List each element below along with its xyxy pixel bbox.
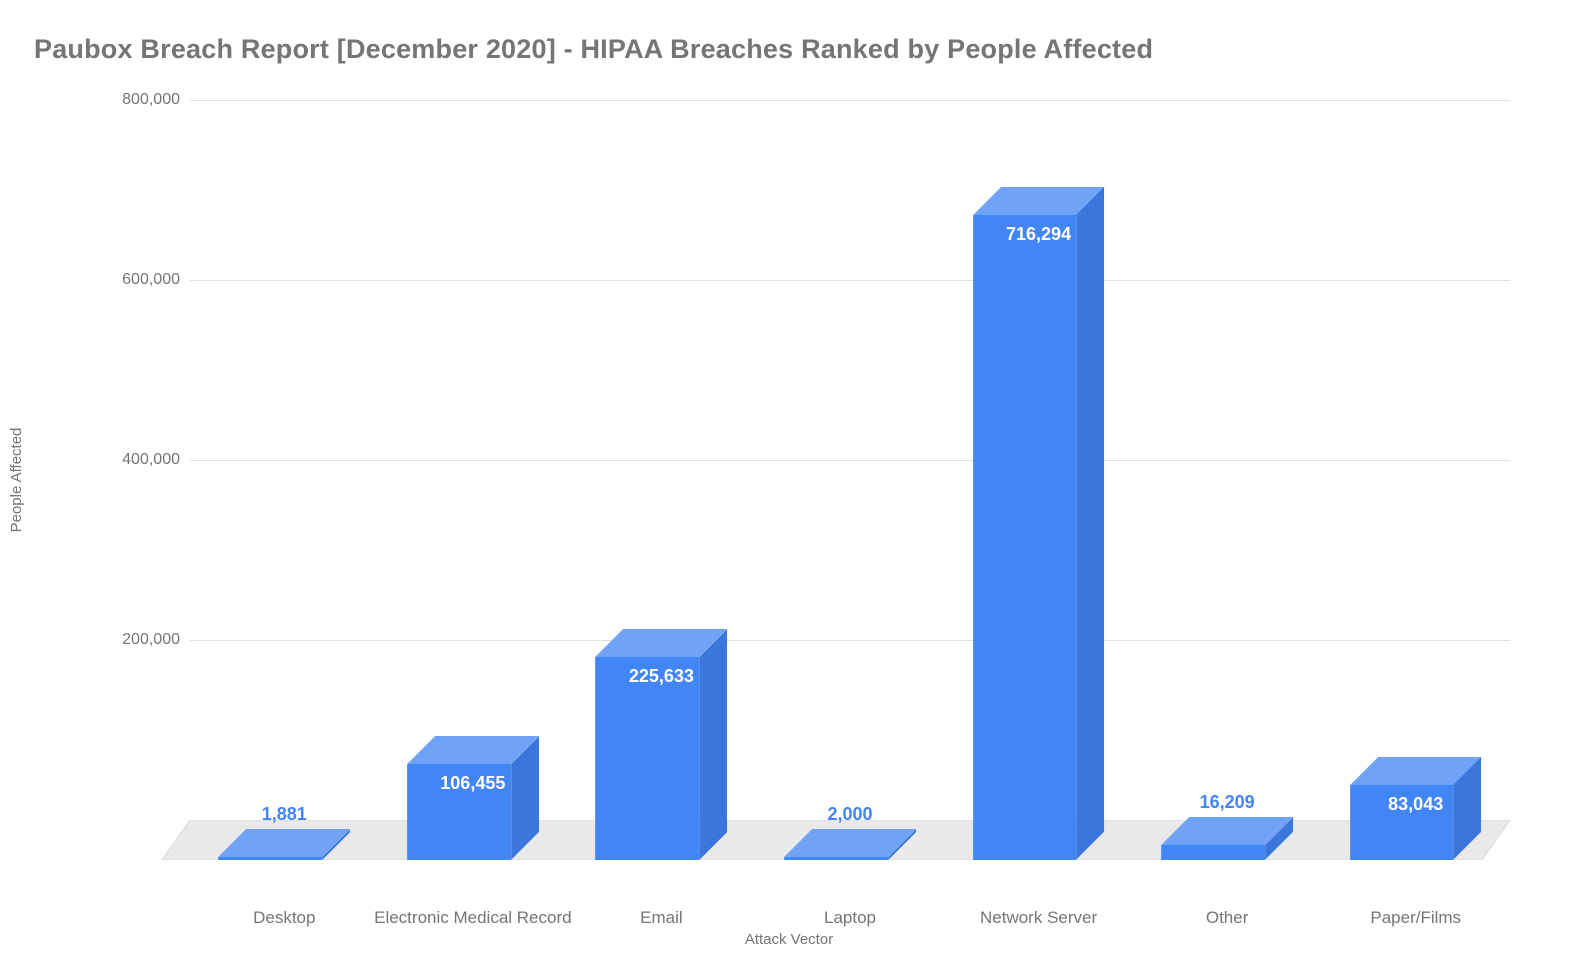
bar-value-label: 716,294	[939, 224, 1139, 245]
x-axis-label: Attack Vector	[745, 931, 833, 948]
bar: 83,043	[1350, 757, 1482, 860]
bar-slot: 83,043Paper/Films	[1321, 100, 1510, 860]
bar-slot: 106,455Electronic Medical Record	[379, 100, 568, 860]
bar-slot: 225,633Email	[567, 100, 756, 860]
bar: 1,881	[218, 829, 350, 860]
bar-front	[1161, 845, 1265, 860]
y-tick-label: 800,000	[70, 91, 180, 109]
y-axis-label: People Affected	[8, 428, 25, 533]
bar-side	[322, 829, 350, 860]
category-label: Email	[640, 908, 683, 928]
bar: 225,633	[596, 629, 728, 860]
y-tick-label: 400,000	[70, 451, 180, 469]
bar: 106,455	[407, 736, 539, 860]
bars-group: 1,881Desktop106,455Electronic Medical Re…	[190, 100, 1510, 860]
chart-title: Paubox Breach Report [December 2020] - H…	[34, 34, 1153, 65]
bar-slot: 16,209Other	[1133, 100, 1322, 860]
bar-value-label: 2,000	[750, 804, 950, 825]
bar-front	[784, 857, 888, 860]
bar: 716,294	[973, 187, 1105, 860]
bar-value-label: 16,209	[1127, 792, 1327, 813]
bar-slot: 716,294Network Server	[944, 100, 1133, 860]
bar-front	[973, 215, 1077, 860]
plot-area: 200,000400,000600,000800,0001,881Desktop…	[150, 100, 1510, 860]
bar-front	[218, 857, 322, 860]
category-label: Paper/Films	[1370, 908, 1461, 928]
bar-side	[699, 629, 727, 860]
category-label: Electronic Medical Record	[374, 908, 571, 928]
bar-value-label: 106,455	[373, 773, 573, 794]
chart-container: Paubox Breach Report [December 2020] - H…	[0, 0, 1578, 972]
y-tick-label: 600,000	[70, 271, 180, 289]
bar-side	[1265, 817, 1293, 860]
bar-side	[511, 736, 539, 860]
bar-slot: 1,881Desktop	[190, 100, 379, 860]
bar: 2,000	[784, 829, 916, 860]
bar-value-label: 83,043	[1316, 794, 1516, 815]
bar-value-label: 1,881	[184, 804, 384, 825]
bar-side	[888, 829, 916, 860]
category-label: Network Server	[980, 908, 1097, 928]
category-label: Laptop	[824, 908, 876, 928]
bar: 16,209	[1161, 817, 1293, 860]
y-tick-label: 200,000	[70, 631, 180, 649]
bar-side	[1076, 187, 1104, 860]
bar-slot: 2,000Laptop	[756, 100, 945, 860]
category-label: Desktop	[253, 908, 315, 928]
bar-value-label: 225,633	[561, 666, 761, 687]
bar-front	[596, 657, 700, 860]
category-label: Other	[1206, 908, 1249, 928]
